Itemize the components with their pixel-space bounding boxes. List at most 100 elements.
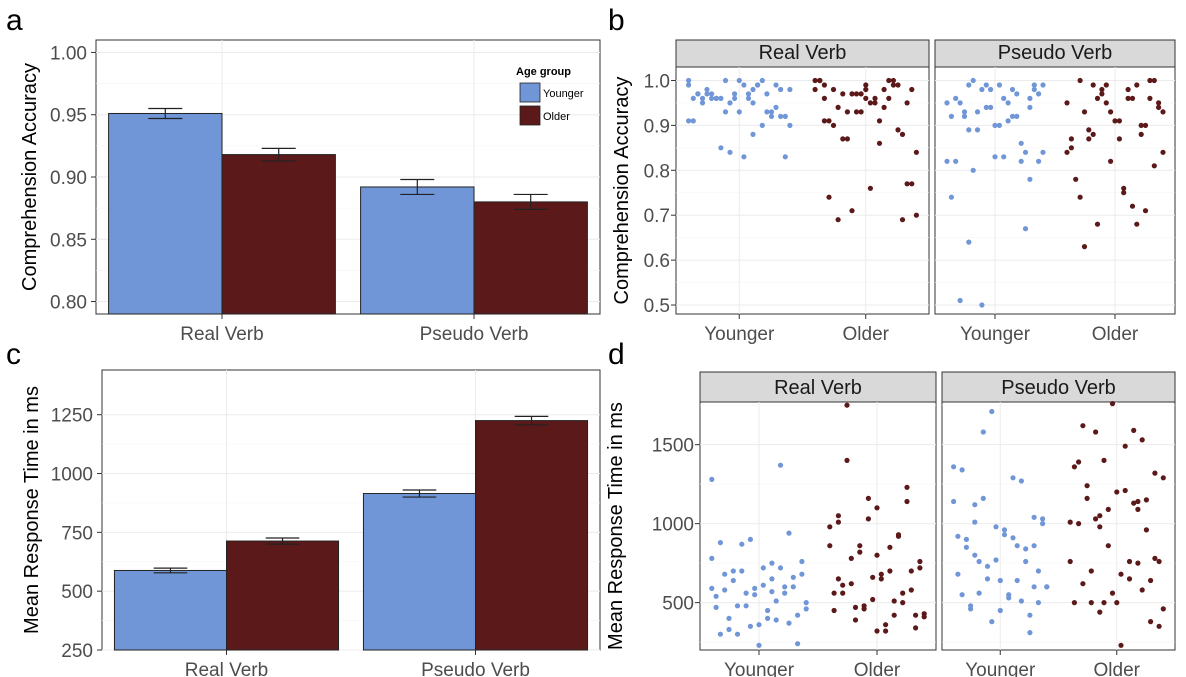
point-younger: [1010, 535, 1016, 541]
point-younger: [948, 194, 955, 200]
point-older: [1151, 77, 1157, 84]
point-older: [844, 109, 851, 115]
point-older: [1103, 82, 1109, 88]
point-older: [886, 95, 892, 101]
point-older: [830, 122, 837, 128]
point-younger: [980, 495, 986, 501]
point-younger: [709, 555, 715, 562]
point-older: [848, 555, 854, 562]
point-older: [872, 100, 878, 106]
x-tick-label: Younger: [960, 324, 1031, 345]
point-older: [1077, 194, 1083, 200]
point-younger: [1001, 527, 1008, 533]
y-tick-label: 0.7: [644, 206, 670, 227]
point-older: [858, 109, 864, 115]
y-tick-label: 750: [61, 523, 93, 544]
point-older: [899, 131, 906, 137]
point-younger: [1018, 598, 1024, 604]
point-younger: [1031, 514, 1037, 520]
facet-strip-label: Real Verb: [774, 377, 862, 399]
point-younger: [750, 100, 756, 106]
point-older: [844, 457, 850, 463]
point-younger: [727, 100, 733, 106]
point-younger: [713, 95, 719, 101]
point-older: [874, 505, 880, 511]
point-younger: [1027, 95, 1033, 101]
point-younger: [764, 91, 770, 97]
point-older: [1076, 459, 1082, 465]
point-younger: [787, 86, 793, 93]
point-younger: [736, 109, 742, 115]
point-older: [874, 552, 880, 558]
point-younger: [972, 552, 978, 558]
point-older: [853, 109, 860, 115]
point-older: [857, 543, 863, 549]
point-younger: [741, 154, 747, 160]
point-older: [852, 617, 859, 623]
point-younger: [979, 86, 985, 93]
point-older: [1143, 527, 1149, 533]
point-younger: [996, 122, 1003, 128]
point-younger: [976, 558, 982, 565]
point-younger: [769, 589, 775, 595]
point-older: [1116, 136, 1122, 142]
point-older: [1090, 82, 1096, 88]
point-older: [1152, 555, 1158, 562]
point-older: [909, 181, 915, 187]
point-older: [844, 402, 850, 408]
point-younger: [988, 104, 994, 110]
point-younger: [1010, 475, 1016, 481]
point-younger: [1027, 612, 1033, 618]
point-younger: [734, 603, 741, 609]
point-older: [908, 587, 914, 593]
point-older: [1071, 464, 1077, 470]
y-tick-label: 500: [61, 582, 93, 603]
point-younger: [727, 149, 733, 155]
point-older: [881, 104, 887, 110]
point-older: [895, 532, 902, 538]
facet-strip-label: Pseudo Verb: [998, 42, 1113, 64]
point-older: [904, 484, 910, 490]
point-younger: [734, 631, 741, 637]
point-younger: [778, 86, 784, 93]
point-older: [1101, 457, 1107, 463]
point-older: [831, 590, 837, 596]
point-older: [883, 628, 889, 634]
point-younger: [1040, 521, 1046, 527]
point-older: [1138, 131, 1144, 137]
point-younger: [1009, 86, 1016, 93]
point-younger: [686, 82, 692, 88]
point-older: [1067, 519, 1073, 525]
point-older: [1131, 427, 1137, 433]
point-younger: [976, 590, 982, 596]
point-older: [1147, 95, 1153, 101]
point-older: [849, 91, 855, 97]
point-younger: [1036, 158, 1042, 164]
point-older: [1121, 190, 1127, 196]
point-younger: [1018, 478, 1024, 484]
plot-area: [934, 66, 1176, 315]
point-younger: [957, 100, 963, 106]
bar-older-real-verb: [221, 154, 336, 315]
point-younger: [948, 113, 955, 119]
point-older: [886, 77, 892, 84]
point-older: [890, 77, 897, 84]
point-younger: [1040, 82, 1046, 88]
point-younger: [1027, 176, 1033, 182]
point-older: [1142, 208, 1149, 214]
point-older: [1160, 606, 1166, 612]
point-younger: [963, 544, 970, 550]
point-older: [1129, 95, 1136, 101]
point-older: [1122, 443, 1128, 449]
point-older: [1097, 609, 1103, 615]
point-older: [913, 625, 919, 631]
point-older: [821, 95, 828, 101]
point-younger: [799, 571, 805, 577]
point-older: [1151, 163, 1157, 169]
legend-swatch-younger: [519, 82, 541, 103]
point-younger: [760, 582, 766, 588]
legend-swatch-older: [519, 105, 541, 126]
point-older: [1080, 581, 1086, 587]
point-older: [1108, 109, 1114, 115]
point-older: [826, 118, 832, 124]
